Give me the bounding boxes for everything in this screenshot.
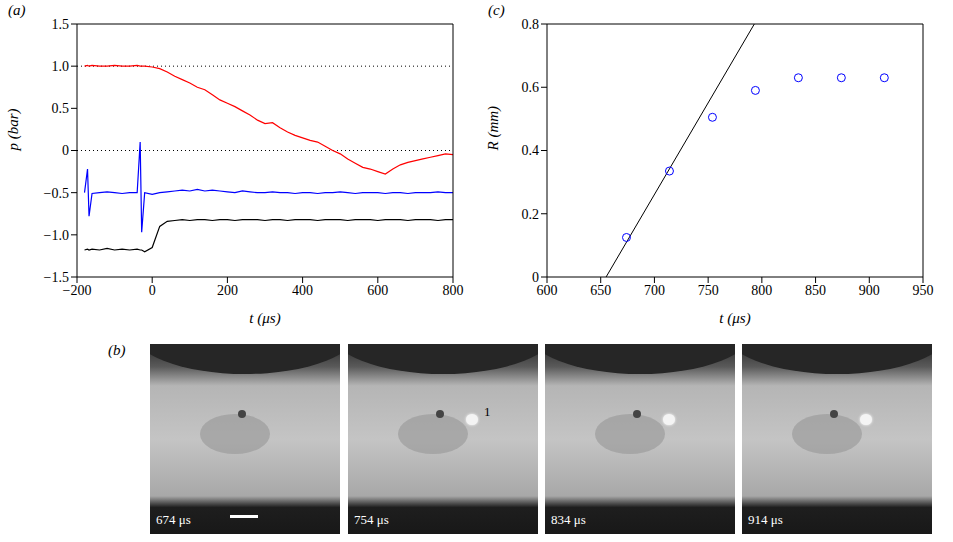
svg-text:−200: −200 bbox=[63, 283, 92, 298]
svg-text:800: 800 bbox=[443, 283, 464, 298]
svg-text:200: 200 bbox=[217, 283, 238, 298]
svg-text:t (μs): t (μs) bbox=[719, 310, 750, 327]
svg-text:600: 600 bbox=[367, 283, 388, 298]
svg-text:600: 600 bbox=[537, 283, 558, 298]
svg-text:950: 950 bbox=[913, 283, 934, 298]
svg-text:650: 650 bbox=[590, 283, 611, 298]
html-text:(b): (b) bbox=[108, 342, 126, 358]
svg-text:0: 0 bbox=[62, 143, 69, 158]
svg-text:750: 750 bbox=[698, 283, 719, 298]
svg-text:R (mm): R (mm) bbox=[485, 106, 502, 152]
svg-text:−0.5: −0.5 bbox=[44, 186, 69, 201]
svg-text:900: 900 bbox=[859, 283, 880, 298]
html-text:(a): (a) bbox=[8, 2, 26, 18]
svg-text:0.2: 0.2 bbox=[522, 207, 540, 222]
svg-text:0.8: 0.8 bbox=[522, 17, 540, 32]
svg-text:1.5: 1.5 bbox=[52, 17, 70, 32]
html-text:834 μs: 834 μs bbox=[551, 512, 586, 527]
html-text:(c): (c) bbox=[488, 2, 505, 18]
html-text:1: 1 bbox=[484, 404, 491, 419]
svg-text:p (bar): p (bar) bbox=[5, 108, 22, 151]
svg-text:800: 800 bbox=[751, 283, 772, 298]
html-text:674 μs: 674 μs bbox=[156, 512, 191, 527]
svg-text:1.0: 1.0 bbox=[52, 59, 70, 74]
svg-text:0.5: 0.5 bbox=[52, 101, 70, 116]
svg-text:0.4: 0.4 bbox=[522, 143, 540, 158]
svg-text:700: 700 bbox=[644, 283, 665, 298]
svg-text:850: 850 bbox=[805, 283, 826, 298]
svg-text:0.6: 0.6 bbox=[522, 80, 540, 95]
svg-text:0: 0 bbox=[149, 283, 156, 298]
svg-text:t (μs): t (μs) bbox=[249, 310, 280, 327]
html-text:754 μs: 754 μs bbox=[354, 512, 389, 527]
svg-text:−1.5: −1.5 bbox=[44, 270, 69, 285]
svg-text:0: 0 bbox=[532, 270, 539, 285]
svg-text:−1.0: −1.0 bbox=[44, 228, 69, 243]
html-text:914 μs: 914 μs bbox=[748, 512, 783, 527]
svg-text:400: 400 bbox=[292, 283, 313, 298]
